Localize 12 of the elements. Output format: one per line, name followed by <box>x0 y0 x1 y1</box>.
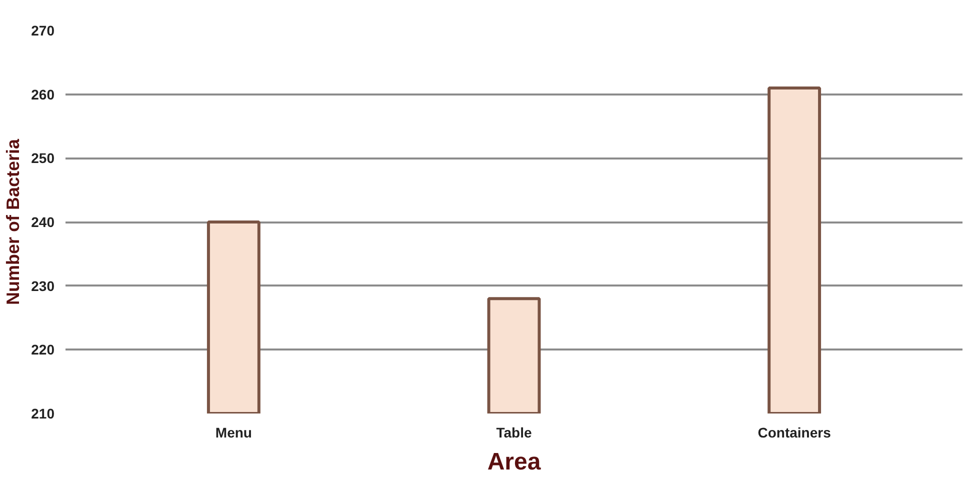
y-tick-label: 250 <box>31 150 55 166</box>
y-tick-label: 270 <box>31 22 55 38</box>
y-tick-label: 240 <box>31 214 55 230</box>
x-axis-title: Area <box>487 448 542 476</box>
y-axis-title: Number of Bacteria <box>3 138 24 306</box>
x-tick-label: Table <box>496 424 532 440</box>
x-tick-label: Menu <box>215 424 252 440</box>
y-tick-label: 260 <box>31 86 55 102</box>
y-tick-label: 230 <box>31 278 55 294</box>
x-tick-label: Containers <box>758 424 832 440</box>
y-tick-label: 220 <box>31 342 55 358</box>
y-tick-label: 210 <box>31 406 55 422</box>
